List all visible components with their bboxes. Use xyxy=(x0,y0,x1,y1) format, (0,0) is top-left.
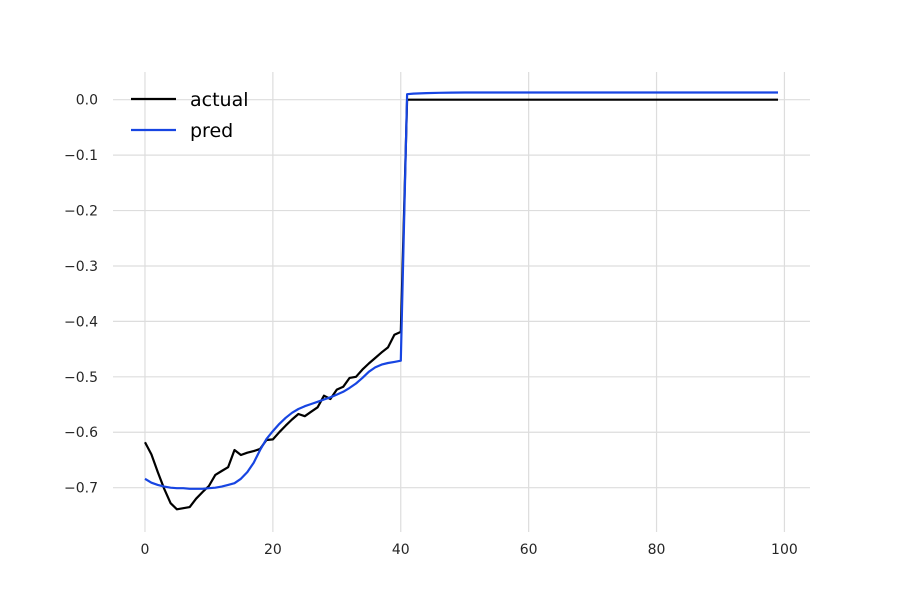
legend-label-actual: actual xyxy=(190,89,249,111)
legend-label-pred: pred xyxy=(190,120,233,142)
y-tick-label: 0.0 xyxy=(76,93,98,109)
y-tick-label: −0.4 xyxy=(64,314,98,330)
y-axis-ticks: 0.0 −0.1 −0.2 −0.3 −0.4 −0.5 −0.6 −0.7 xyxy=(64,93,98,497)
gridlines xyxy=(113,72,810,532)
y-tick-label: −0.6 xyxy=(64,425,98,441)
x-tick-label: 80 xyxy=(648,542,666,558)
y-tick-label: −0.3 xyxy=(64,259,98,275)
y-tick-label: −0.7 xyxy=(64,481,98,497)
y-tick-label: −0.2 xyxy=(64,204,98,220)
x-tick-label: 20 xyxy=(264,542,282,558)
series-lines xyxy=(144,91,778,511)
y-tick-label: −0.1 xyxy=(64,148,98,164)
x-tick-label: 100 xyxy=(771,542,798,558)
x-tick-label: 60 xyxy=(520,542,538,558)
x-tick-label: 0 xyxy=(141,542,150,558)
series-line-pred xyxy=(144,91,778,490)
y-tick-label: −0.5 xyxy=(64,370,98,386)
series-line-actual xyxy=(144,98,778,511)
x-axis-ticks: 0 20 40 60 80 100 xyxy=(141,542,798,558)
legend: actual pred xyxy=(131,89,249,142)
x-tick-label: 40 xyxy=(392,542,410,558)
